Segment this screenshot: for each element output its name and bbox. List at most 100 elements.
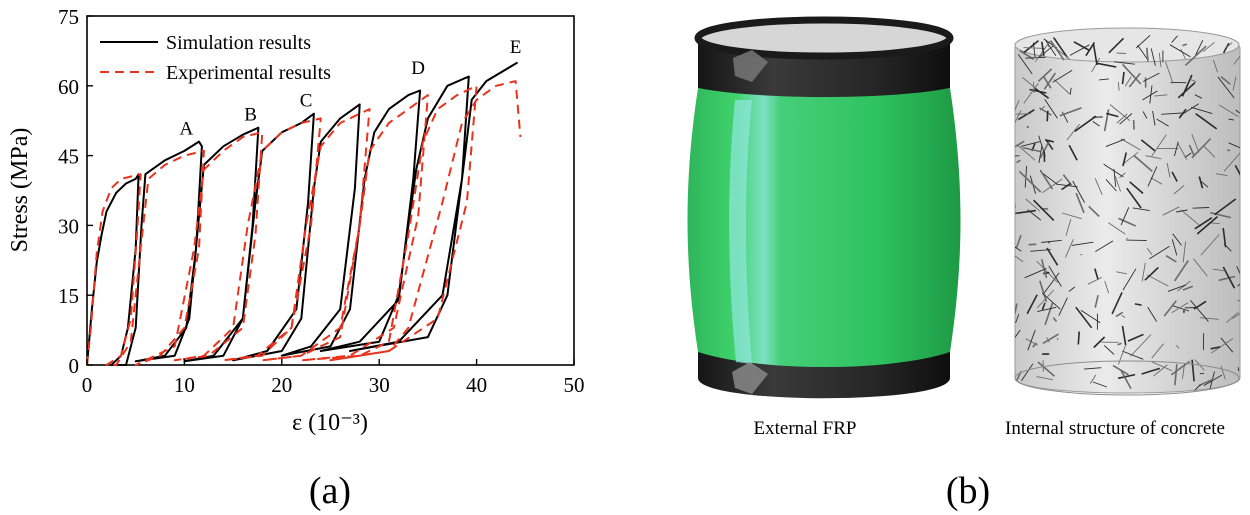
mesh-edge [1133, 154, 1153, 173]
mesh-edge [1039, 105, 1045, 111]
mesh-edge [1222, 266, 1236, 289]
mesh-edge [1074, 115, 1097, 132]
mesh-edge [1184, 152, 1192, 158]
y-tick-label: 0 [69, 354, 80, 378]
mesh-edge [1147, 166, 1158, 187]
mesh-edge [1092, 121, 1100, 127]
mesh-edge [1103, 345, 1115, 355]
mesh-edge [1134, 303, 1142, 306]
mesh-edge [1094, 268, 1099, 280]
mesh-edge [1092, 381, 1108, 388]
internal-mesh [1015, 34, 1240, 393]
mesh-edge [1015, 303, 1018, 315]
mesh-edge [1038, 45, 1054, 58]
mesh-edge [1122, 63, 1142, 85]
stress-strain-chart: 0 10 20 30 40 50 0 15 30 45 60 75 A B C D E Stress (MPa… [7, 5, 585, 512]
mesh-edge [1193, 300, 1207, 310]
mesh-edge [1072, 180, 1085, 203]
mesh-edge [1052, 69, 1073, 83]
mesh-edge [1058, 297, 1068, 316]
mesh-edge [1025, 338, 1039, 346]
mesh-edge [1033, 199, 1055, 221]
mesh-edge [1191, 359, 1195, 382]
mesh-edge [1053, 79, 1070, 95]
mesh-edge [1212, 268, 1226, 272]
mesh-edge [1145, 155, 1162, 160]
mesh-edge [1218, 275, 1236, 282]
mesh-edge [1026, 294, 1038, 315]
mesh-edge [1050, 40, 1065, 61]
mesh-edge [1085, 41, 1096, 57]
mesh-edge [1020, 141, 1041, 147]
mesh-edge [1150, 48, 1156, 66]
mesh-edge [1182, 43, 1188, 47]
mesh-edge [1016, 144, 1036, 161]
mesh-edge [1105, 138, 1126, 148]
mesh-edge [1220, 337, 1234, 353]
internal-structure-caption: Internal structure of concrete [1005, 418, 1225, 439]
mesh-edge [1029, 88, 1047, 94]
mesh-edge [1109, 104, 1131, 121]
mesh-edge [1027, 329, 1036, 351]
mesh-edge [1200, 234, 1220, 256]
mesh-edge [1043, 272, 1060, 294]
mesh-edge [1234, 165, 1240, 184]
x-axis-label: ε (10⁻³) [292, 410, 368, 436]
mesh-edge [1179, 103, 1199, 117]
mesh-edge [1022, 146, 1041, 153]
mesh-edge [1112, 364, 1129, 376]
legend-simulation-label: Simulation results [166, 32, 311, 54]
mesh-edge [1030, 249, 1051, 252]
mesh-edge [1153, 364, 1168, 377]
y-tick-label: 75 [58, 5, 79, 29]
x-tick-label: 40 [466, 373, 487, 397]
series-layer [86, 61, 522, 366]
mesh-edge [1172, 305, 1190, 312]
mesh-edge [1210, 211, 1232, 219]
mesh-edge [1173, 260, 1189, 282]
mesh-edge [1142, 72, 1160, 82]
mesh-edge [1025, 198, 1041, 212]
mesh-edge [1103, 163, 1124, 178]
mesh-edge [1203, 374, 1223, 386]
mesh-edge [1091, 57, 1101, 73]
mesh-edge [1156, 118, 1169, 127]
mesh-edge [1042, 173, 1058, 185]
mesh-edge [1195, 113, 1218, 130]
mesh-edge [1117, 82, 1120, 91]
cap-facet-bottom [732, 362, 768, 394]
mesh-edge [1027, 209, 1042, 221]
mesh-edge [1121, 350, 1144, 360]
mesh-edge [1146, 274, 1169, 287]
mesh-edge [1041, 239, 1062, 243]
mesh-edge [1114, 61, 1135, 65]
mesh-edge [1151, 343, 1164, 359]
mesh-edge [1016, 159, 1021, 164]
plot-frame [86, 15, 575, 366]
mesh-edge [1161, 112, 1183, 115]
mesh-edge [1228, 142, 1240, 151]
mesh-edge [1122, 151, 1139, 165]
mesh-edge [1099, 78, 1109, 81]
mesh-edge [1116, 271, 1127, 275]
mesh-edge [1015, 113, 1032, 115]
mesh-edge [1015, 209, 1036, 215]
mesh-edge [1047, 44, 1050, 48]
mesh-edge [1144, 266, 1159, 281]
x-tick-label: 0 [82, 373, 93, 397]
mesh-edge [1152, 110, 1156, 126]
mesh-edge [1232, 306, 1240, 319]
mesh-edge [1121, 71, 1125, 85]
frp-highlight [729, 100, 752, 364]
mesh-edge [1151, 134, 1167, 157]
mesh-edge [1128, 72, 1141, 88]
mesh-edge [1015, 234, 1022, 248]
mesh-edge [1201, 181, 1209, 188]
y-tick-label: 15 [58, 284, 79, 308]
mesh-edge [1041, 302, 1046, 310]
mesh-edge [1018, 170, 1042, 193]
mesh-edge [1039, 139, 1051, 159]
mesh-edge [1095, 240, 1114, 252]
mesh-edge [1150, 177, 1163, 185]
